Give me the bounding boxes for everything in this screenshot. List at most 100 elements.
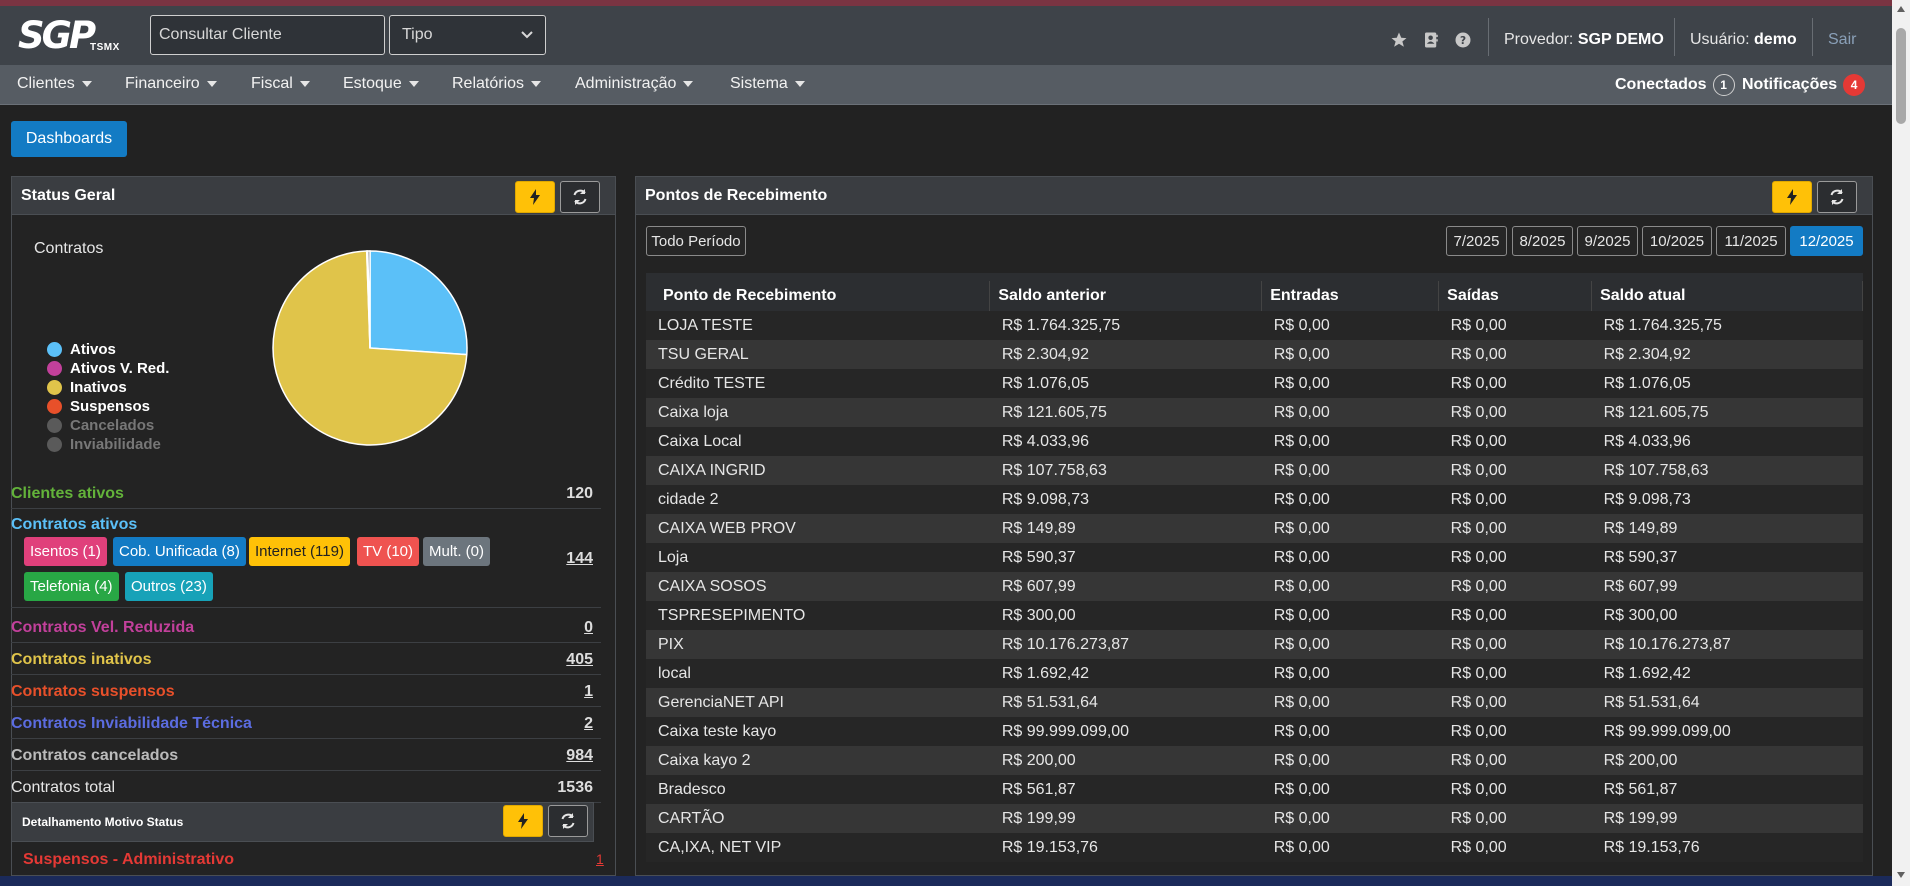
table-row[interactable]: cidade 2 R$ 9.098,73 R$ 0,00 R$ 0,00 R$ 9.09… [646,485,1863,514]
nav-item-estoque[interactable]: Estoque [343,75,419,93]
column-header[interactable]: Ponto de Recebimento [646,273,991,311]
column-header[interactable]: Saídas [1438,273,1593,311]
legend-item[interactable]: Suspensos [47,398,150,415]
page-scrollbar[interactable] [1892,0,1910,886]
dashboards-button[interactable]: Dashboards [11,121,127,157]
table-cell: R$ 199,99 [1591,804,1863,833]
table-row[interactable]: TSPRESEPIMENTO R$ 300,00 R$ 0,00 R$ 0,00 R$ … [646,601,1863,630]
sgp-logo[interactable]: SGP TSMX [18,14,120,57]
contract-type-badge[interactable]: Isentos (1) [24,537,107,566]
chart-title: Contratos [34,240,104,257]
table-cell: R$ 0,00 [1438,340,1592,369]
table-row[interactable]: TSU GERAL R$ 2.304,92 R$ 0,00 R$ 0,00 R$ 2.3… [646,340,1863,369]
legend-item[interactable]: Ativos V. Red. [47,360,169,377]
period-button[interactable]: 11/2025 [1716,226,1786,256]
nav-item-relatorios[interactable]: Relatórios [452,75,542,93]
column-header[interactable]: Entradas [1261,273,1440,311]
legend-label: Cancelados [70,417,155,434]
table-row[interactable]: Bradesco R$ 561,87 R$ 0,00 R$ 0,00 R$ 561,87 [646,775,1863,804]
stat-value[interactable]: 984 [566,747,593,764]
contract-type-badge[interactable]: Cob. Unificada (8) [113,537,246,566]
pie-slice-inviabilidade[interactable] [367,250,371,349]
legend-label: Ativos V. Red. [70,360,170,377]
stat-value[interactable]: 2 [584,715,593,732]
legend-label: Inativos [70,379,127,396]
star-icon[interactable] [1390,31,1408,49]
column-header[interactable]: Saldo anterior [989,273,1263,311]
table-row[interactable]: CARTÃO R$ 199,99 R$ 0,00 R$ 0,00 R$ 199,99 [646,804,1863,833]
legend-item[interactable]: Inativos [47,379,127,396]
header-divider [1674,18,1675,56]
scroll-up-arrow-icon[interactable] [1897,6,1905,12]
table-row[interactable]: CA,IXA, NET VIP R$ 19.153,76 R$ 0,00 R$ 0,0… [646,833,1863,862]
refresh-button[interactable] [548,805,588,837]
table-row[interactable]: Loja R$ 590,37 R$ 0,00 R$ 0,00 R$ 590,37 [646,543,1863,572]
todo-periodo-button[interactable]: Todo Período [646,226,746,256]
consultar-cliente-input[interactable] [150,15,385,55]
contract-type-badge[interactable]: TV (10) [357,537,420,566]
period-button[interactable]: 10/2025 [1642,226,1712,256]
table-cell: R$ 0,00 [1261,717,1439,746]
period-button[interactable]: 9/2025 [1577,226,1638,256]
refresh-button[interactable] [560,181,600,213]
address-book-icon[interactable] [1422,31,1440,49]
table-cell: R$ 99.999.099,00 [1591,717,1863,746]
legend-item[interactable]: Inviabilidade [47,436,161,453]
column-header[interactable]: Saldo atual [1591,273,1863,311]
tipo-select[interactable]: Tipo [389,15,546,55]
contract-type-badge[interactable]: Mult. (0) [423,537,491,566]
table-row[interactable]: Caixa loja R$ 121.605,75 R$ 0,00 R$ 0,00 R$ … [646,398,1863,427]
contratos-ativos-value[interactable]: 144 [566,550,593,567]
logout-link[interactable]: Sair [1828,31,1857,48]
notificacoes-link[interactable]: Notificações 4 [1742,74,1866,96]
contract-type-badge[interactable]: Internet (119) [249,537,350,566]
table-row[interactable]: local R$ 1.692,42 R$ 0,00 R$ 0,00 R$ 1.692,4… [646,659,1863,688]
nav-item-administracao[interactable]: Administração [575,75,694,93]
pie-slice-ativos[interactable] [369,250,468,356]
table-row[interactable]: CAIXA SOSOS R$ 607,99 R$ 0,00 R$ 0,00 R$ 607… [646,572,1863,601]
contract-type-badge[interactable]: Telefonia (4) [24,572,119,601]
legend-label: Ativos [70,341,116,358]
table-row[interactable]: Caixa Local R$ 4.033,96 R$ 0,00 R$ 0,00 R$ 4… [646,427,1863,456]
scroll-thumb[interactable] [1896,28,1906,124]
table-row[interactable]: CAIXA INGRID R$ 107.758,63 R$ 0,00 R$ 0,00 R… [646,456,1863,485]
table-cell: cidade 2 [646,485,990,514]
stat-value[interactable]: 405 [566,651,593,668]
table-header-row: Ponto de Recebimento Saldo anterior Entrad… [646,273,1863,311]
contract-type-badge[interactable]: Outros (23) [125,572,213,601]
refresh-button[interactable] [1817,181,1857,213]
table-row[interactable]: LOJA TESTE R$ 1.764.325,75 R$ 0,00 R$ 0,00 R… [646,311,1863,340]
period-button[interactable]: 8/2025 [1512,226,1573,256]
table-row[interactable]: CAIXA WEB PROV R$ 149,89 R$ 0,00 R$ 0,00 R$ … [646,514,1863,543]
nav-item-sistema[interactable]: Sistema [730,75,805,93]
table-cell: R$ 9.098,73 [989,485,1262,514]
table-cell: R$ 149,89 [989,514,1262,543]
conectados-link[interactable]: Conectados 1 [1615,74,1735,96]
nav-item-clientes[interactable]: Clientes [17,75,92,93]
bolt-button[interactable] [515,181,555,213]
table-row[interactable]: Caixa kayo 2 R$ 200,00 R$ 0,00 R$ 0,00 R$ 20… [646,746,1863,775]
table-cell: R$ 19.153,76 [989,833,1262,862]
period-button[interactable]: 12/2025 [1790,226,1863,256]
table-row[interactable]: Caixa teste kayo R$ 99.999.099,00 R$ 0,00 R… [646,717,1863,746]
stat-value[interactable]: 0 [584,619,593,636]
scroll-down-arrow-icon[interactable] [1897,872,1905,878]
table-cell: R$ 0,00 [1438,804,1592,833]
table-row[interactable]: Crédito TESTE R$ 1.076,05 R$ 0,00 R$ 0,00 R$… [646,369,1863,398]
suspensos-administrativo-value[interactable]: 1 [596,851,604,867]
table-cell: R$ 1.692,42 [1591,659,1863,688]
bolt-button[interactable] [503,805,543,837]
legend-item[interactable]: Ativos [47,341,116,358]
help-icon[interactable]: ? [1454,31,1472,49]
table-cell: R$ 2.304,92 [1591,340,1863,369]
legend-item[interactable]: Cancelados [47,417,154,434]
nav-item-fiscal[interactable]: Fiscal [251,75,310,93]
period-button[interactable]: 7/2025 [1446,226,1507,256]
bolt-button[interactable] [1772,181,1812,213]
nav-item-financeiro[interactable]: Financeiro [125,75,217,93]
stat-value[interactable]: 1 [584,683,593,700]
table-row[interactable]: GerenciaNET API R$ 51.531,64 R$ 0,00 R$ 0,0… [646,688,1863,717]
table-cell: R$ 0,00 [1261,485,1439,514]
pie-slice-inativos[interactable] [272,250,468,446]
table-row[interactable]: PIX R$ 10.176.273,87 R$ 0,00 R$ 0,00 R$ 10.1… [646,630,1863,659]
